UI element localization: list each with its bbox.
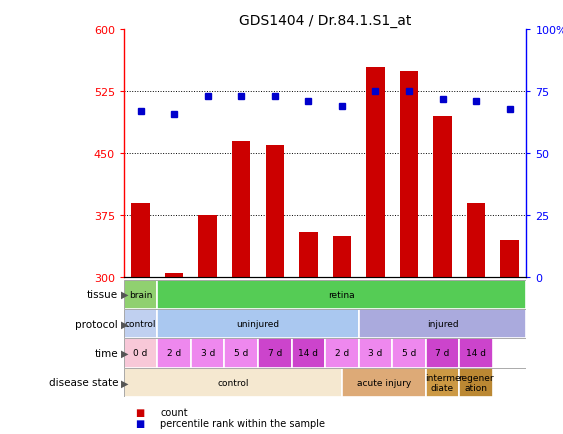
Text: acute injury: acute injury — [357, 378, 411, 387]
Bar — [325, 339, 359, 368]
Bar — [266, 146, 284, 278]
Bar — [191, 339, 225, 368]
Bar — [426, 368, 459, 397]
Bar — [158, 339, 191, 368]
Bar — [199, 216, 217, 278]
Text: 5 d: 5 d — [402, 349, 416, 358]
Text: retina: retina — [329, 290, 355, 299]
Text: 0 d: 0 d — [133, 349, 148, 358]
Text: 14 d: 14 d — [298, 349, 318, 358]
Bar — [165, 273, 184, 278]
Text: 3 d: 3 d — [200, 349, 215, 358]
Text: protocol: protocol — [75, 319, 118, 329]
Text: time: time — [95, 348, 118, 358]
Bar — [434, 117, 452, 278]
Bar — [467, 204, 485, 278]
Bar — [459, 339, 493, 368]
Bar — [124, 339, 158, 368]
Bar — [225, 339, 258, 368]
Bar — [459, 368, 493, 397]
Text: ▶: ▶ — [121, 348, 128, 358]
Bar — [342, 368, 426, 397]
Title: GDS1404 / Dr.84.1.S1_at: GDS1404 / Dr.84.1.S1_at — [239, 14, 412, 28]
Text: 5 d: 5 d — [234, 349, 248, 358]
Text: 2 d: 2 d — [167, 349, 181, 358]
Text: ▶: ▶ — [121, 378, 128, 388]
Text: control: control — [217, 378, 249, 387]
Bar — [131, 204, 150, 278]
Bar — [333, 237, 351, 278]
Bar — [359, 339, 392, 368]
Text: 3 d: 3 d — [368, 349, 383, 358]
Text: brain: brain — [129, 290, 153, 299]
Bar — [124, 280, 158, 309]
Bar — [124, 309, 158, 339]
Bar — [359, 309, 526, 339]
Bar — [158, 309, 359, 339]
Bar — [124, 368, 342, 397]
Bar — [292, 339, 325, 368]
Text: ■: ■ — [135, 418, 144, 428]
Bar — [258, 339, 292, 368]
Bar — [232, 141, 251, 278]
Text: percentile rank within the sample: percentile rank within the sample — [160, 418, 325, 428]
Text: uninjured: uninjured — [236, 319, 280, 329]
Text: count: count — [160, 408, 188, 417]
Text: ▶: ▶ — [121, 289, 128, 299]
Text: 14 d: 14 d — [466, 349, 486, 358]
Text: 7 d: 7 d — [435, 349, 450, 358]
Text: control: control — [125, 319, 157, 329]
Text: interme
diate: interme diate — [425, 373, 461, 392]
Text: regener
ation: regener ation — [458, 373, 494, 392]
Text: disease state: disease state — [49, 378, 118, 388]
Bar — [400, 72, 418, 278]
Bar — [501, 240, 519, 278]
Bar — [426, 339, 459, 368]
Bar — [299, 232, 318, 278]
Text: 2 d: 2 d — [335, 349, 349, 358]
Text: 7 d: 7 d — [267, 349, 282, 358]
Text: injured: injured — [427, 319, 458, 329]
Bar — [392, 339, 426, 368]
Text: tissue: tissue — [87, 289, 118, 299]
Text: ▶: ▶ — [121, 319, 128, 329]
Bar — [366, 67, 385, 278]
Text: ■: ■ — [135, 408, 144, 417]
